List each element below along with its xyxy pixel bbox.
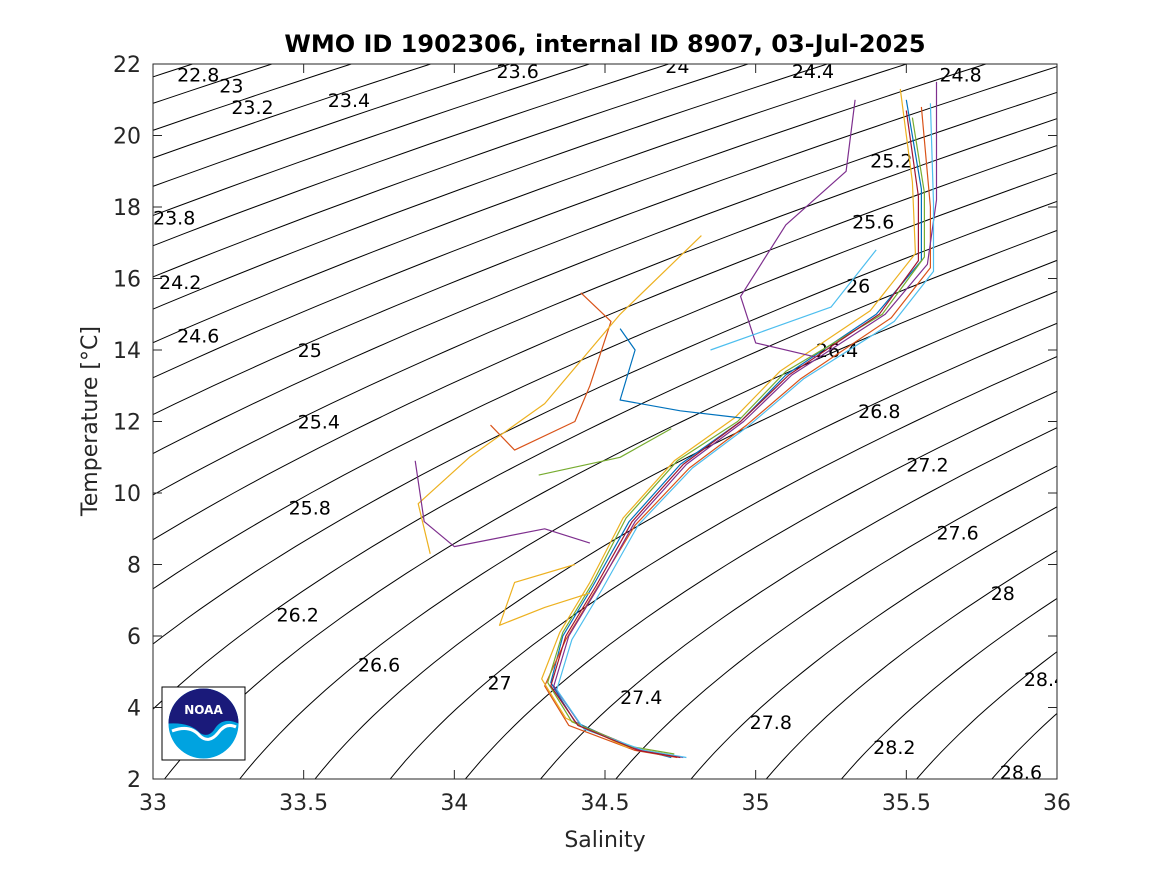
density-contour-label: 26.8 bbox=[858, 401, 900, 423]
density-contour-label: 28.6 bbox=[1000, 762, 1042, 784]
density-contour-label: 24 bbox=[665, 56, 689, 78]
density-contour-label: 26.6 bbox=[358, 655, 400, 677]
density-contour-label: 28.2 bbox=[873, 737, 915, 759]
y-tick-label: 2 bbox=[127, 768, 141, 793]
density-contour-label: 25.6 bbox=[852, 211, 894, 233]
density-contour-label: 26.2 bbox=[277, 605, 319, 627]
density-contour-label: 23 bbox=[219, 75, 243, 97]
y-axis-label: Temperature [°C] bbox=[78, 326, 103, 517]
density-contour-label: 28 bbox=[991, 583, 1015, 605]
density-contour-label: 27.6 bbox=[936, 522, 978, 544]
y-tick-label: 10 bbox=[113, 482, 141, 507]
y-tick-label: 14 bbox=[113, 339, 141, 364]
y-tick-label: 16 bbox=[113, 268, 141, 293]
x-tick-label: 34.5 bbox=[581, 791, 630, 816]
density-contour-label: 27.8 bbox=[750, 712, 792, 734]
noaa-logo: NOAA bbox=[162, 687, 245, 760]
density-contour-label: 25.2 bbox=[870, 151, 912, 173]
density-contour-label: 27 bbox=[487, 672, 511, 694]
density-contour-label: 23.8 bbox=[153, 208, 195, 230]
x-tick-label: 33 bbox=[139, 791, 167, 816]
x-tick-label: 34 bbox=[440, 791, 468, 816]
density-contour-label: 27.4 bbox=[620, 687, 662, 709]
density-contour-label: 28.4 bbox=[1024, 669, 1066, 691]
density-contour-label: 26 bbox=[846, 276, 870, 298]
x-tick-label: 36 bbox=[1043, 791, 1071, 816]
y-tick-label: 20 bbox=[113, 125, 141, 150]
density-contour-label: 24.2 bbox=[159, 272, 201, 294]
density-contour-label: 24.6 bbox=[177, 326, 219, 348]
x-axis-label: Salinity bbox=[564, 828, 645, 853]
density-contour-label: 22.8 bbox=[177, 65, 219, 87]
chart-title: WMO ID 1902306, internal ID 8907, 03-Jul… bbox=[284, 30, 925, 58]
y-tick-label: 22 bbox=[113, 53, 141, 78]
y-tick-label: 4 bbox=[127, 697, 141, 722]
density-contour-label: 23.2 bbox=[231, 97, 273, 119]
density-contour-label: 27.2 bbox=[906, 454, 948, 476]
y-tick-label: 12 bbox=[113, 411, 141, 436]
x-tick-label: 33.5 bbox=[279, 791, 328, 816]
y-tick-label: 6 bbox=[127, 625, 141, 650]
x-tick-label: 35 bbox=[742, 791, 770, 816]
density-contour-label: 23.4 bbox=[328, 90, 370, 112]
y-tick-label: 8 bbox=[127, 554, 141, 579]
x-tick-label: 35.5 bbox=[882, 791, 931, 816]
density-contour-label: 24.8 bbox=[939, 65, 981, 87]
y-tick-label: 18 bbox=[113, 196, 141, 221]
density-contour-label: 25.4 bbox=[298, 412, 340, 434]
density-contour-label: 25 bbox=[298, 340, 322, 362]
logo-text: NOAA bbox=[184, 703, 223, 717]
density-contour-label: 25.8 bbox=[289, 497, 331, 519]
